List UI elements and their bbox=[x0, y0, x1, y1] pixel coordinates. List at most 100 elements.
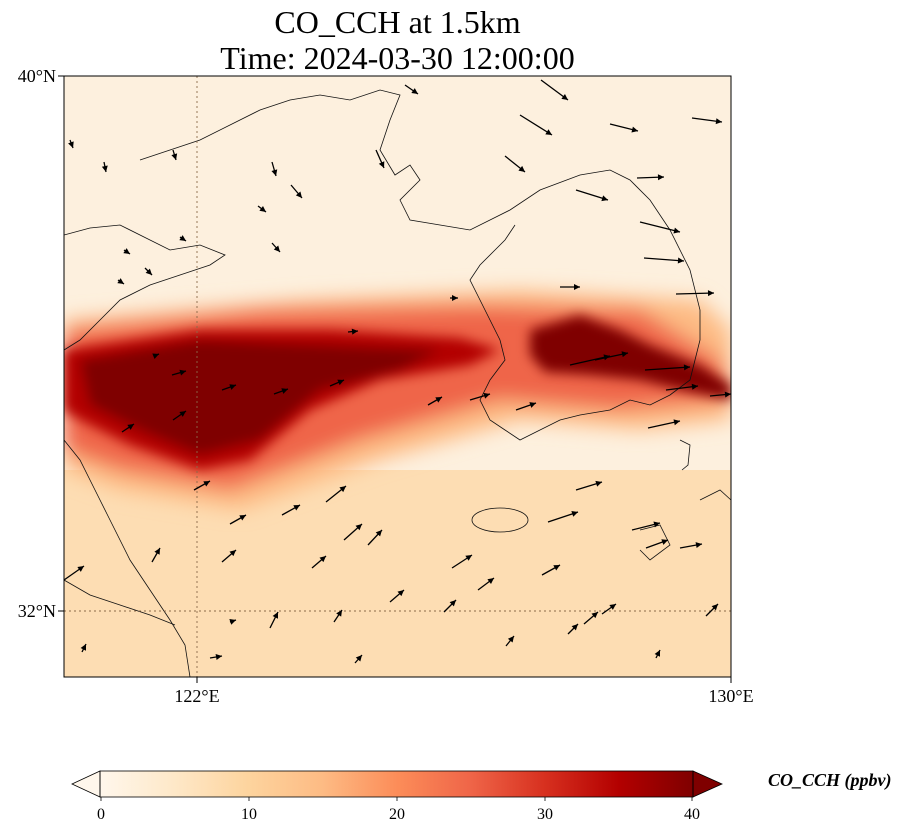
lat-label-32n: 32°N bbox=[17, 601, 56, 621]
colorbar-tick-30: 30 bbox=[537, 806, 553, 823]
colorbar-tick-0: 0 bbox=[97, 806, 105, 823]
wind-arrow-head bbox=[145, 268, 152, 275]
wind-arrow-head bbox=[553, 565, 560, 571]
wind-arrow-head bbox=[695, 542, 702, 549]
wind-arrow-head bbox=[518, 165, 525, 172]
wind-arrow-head bbox=[601, 195, 608, 202]
wind-arrow-head bbox=[654, 650, 660, 657]
wind-arrow-head bbox=[411, 88, 418, 94]
map-frame bbox=[63, 75, 732, 678]
wind-arrow-head bbox=[631, 126, 638, 133]
map-title-time: Time: 2024-03-30 12:00:00 bbox=[220, 40, 575, 76]
wind-arrow-head bbox=[711, 604, 718, 611]
wind-arrow-head bbox=[483, 392, 490, 399]
colorbar-min-extend bbox=[71, 770, 101, 798]
colorbar-gradient bbox=[100, 771, 693, 797]
colorbar-tick-10: 10 bbox=[241, 806, 257, 823]
wind-arrow-head bbox=[101, 165, 108, 172]
wind-arrow-head bbox=[339, 486, 346, 493]
map-title-variable: CO_CCH at 1.5km bbox=[274, 4, 521, 40]
gridlines bbox=[64, 76, 731, 677]
wind-arrow-head bbox=[171, 153, 178, 160]
wind-arrow-head bbox=[657, 174, 664, 181]
colorbar-tick-40: 40 bbox=[684, 806, 700, 823]
wind-arrow-head bbox=[80, 644, 86, 651]
colorbar-label: CO_CCH (ppbv) bbox=[768, 770, 892, 790]
wind-arrow bbox=[519, 114, 553, 136]
wind-arrow-head bbox=[574, 284, 580, 290]
wind-arrow-head bbox=[609, 604, 616, 610]
wind-arrow-head bbox=[561, 94, 568, 100]
wind-arrow-head bbox=[715, 118, 722, 125]
wind-arrow-head bbox=[77, 566, 84, 572]
colorbar-max-extend bbox=[692, 770, 723, 798]
wind-arrow-head bbox=[229, 550, 236, 557]
wind-arrow-head bbox=[239, 515, 246, 521]
wind-arrow-head bbox=[337, 379, 344, 386]
wind-arrow-head bbox=[724, 391, 731, 398]
wind-arrow-head bbox=[203, 481, 210, 487]
wind-arrow-head bbox=[571, 624, 578, 631]
wind-arrow-head bbox=[683, 364, 690, 371]
wind-arrow-head bbox=[154, 548, 160, 555]
wind-arrow bbox=[644, 366, 691, 371]
jiangsu-coast bbox=[64, 439, 191, 677]
wind-arrow-head bbox=[545, 129, 552, 135]
wind-arrow-head bbox=[295, 191, 302, 198]
wind-vectors bbox=[64, 79, 731, 664]
wind-arrow-head bbox=[271, 169, 278, 176]
kyushu-coast bbox=[699, 489, 731, 501]
co-concentration-field bbox=[64, 76, 731, 677]
wind-arrow bbox=[639, 221, 681, 233]
wind-arrow-head bbox=[281, 388, 288, 394]
yangtze-estuary bbox=[64, 579, 176, 626]
wind-arrow-head bbox=[229, 384, 236, 390]
wind-arrow-head bbox=[68, 141, 74, 148]
wind-arrow-head bbox=[351, 328, 358, 335]
japan-island bbox=[639, 524, 671, 561]
wind-arrow-head bbox=[336, 610, 342, 617]
wind-arrow-head bbox=[449, 600, 456, 607]
wind-arrow-head bbox=[152, 353, 159, 360]
wind-arrow-head bbox=[621, 351, 628, 358]
wind-arrow bbox=[643, 257, 685, 262]
wind-arrow-head bbox=[677, 257, 684, 264]
wind-arrow-head bbox=[259, 206, 266, 212]
wind-arrow bbox=[569, 355, 611, 366]
wind-arrow-head bbox=[179, 235, 186, 241]
wind-arrow-head bbox=[452, 295, 458, 301]
wind-arrow-head bbox=[378, 161, 385, 168]
wind-arrow bbox=[675, 292, 715, 295]
wind-arrow-head bbox=[397, 590, 404, 597]
axis-ticks bbox=[58, 75, 732, 683]
wind-arrow-head bbox=[591, 612, 598, 619]
wind-arrow-head bbox=[653, 521, 660, 528]
wind-arrow-head bbox=[179, 369, 186, 376]
wind-arrow-head bbox=[673, 419, 680, 426]
wind-arrow-head bbox=[123, 248, 130, 254]
wind-arrow-head bbox=[375, 530, 382, 537]
wind-arrow-head bbox=[435, 397, 442, 403]
wind-arrow-head bbox=[293, 505, 300, 511]
wind-arrow-head bbox=[465, 555, 472, 561]
wind-arrow-head bbox=[707, 290, 714, 297]
colorbar bbox=[71, 770, 723, 801]
wind-arrow-head bbox=[507, 636, 514, 643]
wind-arrow-head bbox=[179, 411, 186, 417]
wind-arrow-head bbox=[273, 245, 280, 252]
colorbar-tick-20: 20 bbox=[389, 806, 405, 823]
lat-label-40n: 40°N bbox=[17, 66, 56, 86]
wind-arrow-head bbox=[272, 612, 278, 619]
wind-arrow-head bbox=[319, 556, 326, 563]
wind-arrow-head bbox=[691, 383, 698, 390]
jeju-island bbox=[471, 507, 529, 533]
lon-label-122e: 122°E bbox=[174, 686, 220, 706]
wind-arrow-head bbox=[661, 539, 668, 545]
wind-arrow-head bbox=[595, 480, 602, 487]
wind-arrow-head bbox=[673, 227, 680, 234]
wind-arrow-head bbox=[117, 278, 124, 284]
wind-arrow-head bbox=[487, 578, 494, 584]
wind-arrow-head bbox=[571, 511, 578, 517]
wind-arrow-head bbox=[127, 424, 134, 430]
